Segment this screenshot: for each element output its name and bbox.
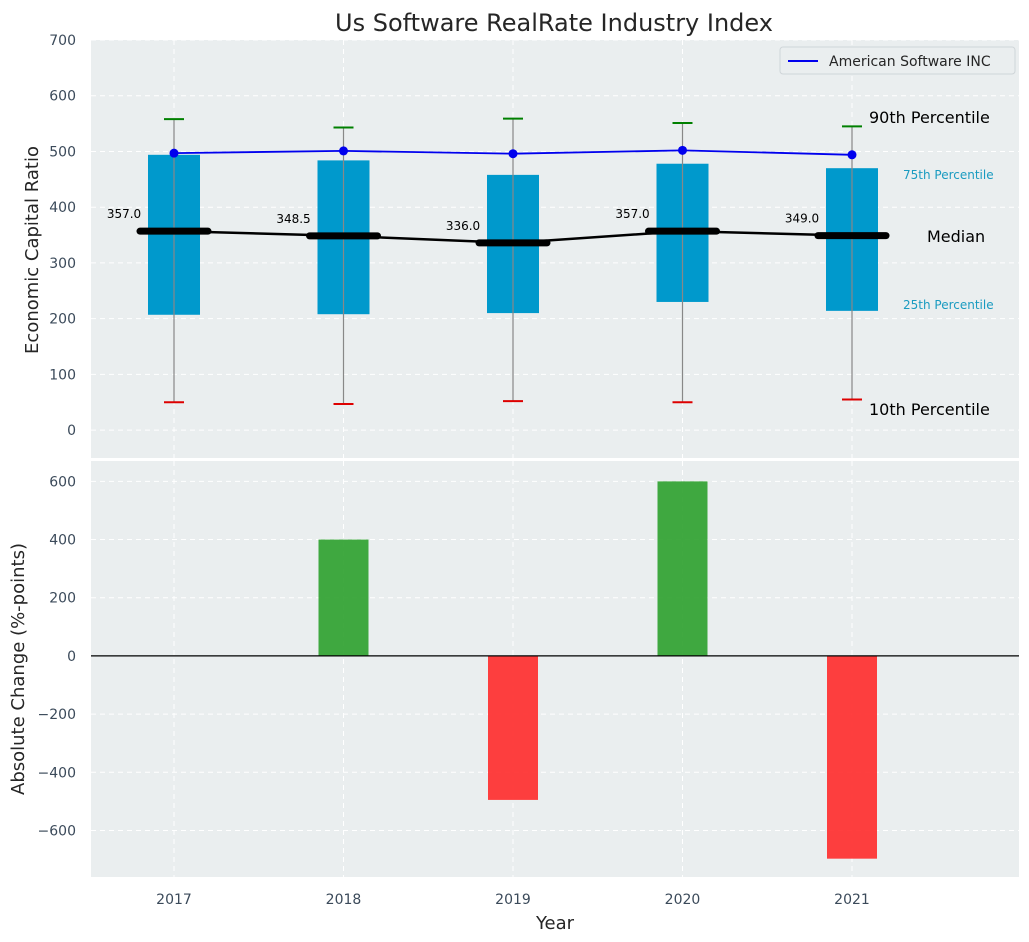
median-value-label: 349.0 xyxy=(785,212,819,226)
median-value-label: 357.0 xyxy=(107,207,141,221)
top-y-tick-label: 200 xyxy=(49,312,76,328)
annotation-25th: 25th Percentile xyxy=(903,298,994,312)
x-tick-label: 2019 xyxy=(495,892,531,908)
bottom-y-tick-label: −600 xyxy=(38,823,76,839)
legend-box xyxy=(779,46,1016,75)
company-point xyxy=(678,145,687,155)
company-point xyxy=(339,146,348,156)
bottom-y-tick-label: 200 xyxy=(49,591,76,607)
median-value-label: 336.0 xyxy=(446,219,480,233)
x-axis-label: Year xyxy=(535,913,575,934)
x-tick-label: 2020 xyxy=(665,892,701,908)
company-point xyxy=(169,148,179,158)
change-bar xyxy=(318,539,369,656)
bottom-plot-area xyxy=(91,461,1019,877)
top-y-axis-label: Economic Capital Ratio xyxy=(22,146,43,354)
company-point xyxy=(508,149,518,159)
top-y-tick-label: 700 xyxy=(49,33,76,49)
bottom-y-tick-label: −200 xyxy=(38,707,76,723)
x-tick-label: 2018 xyxy=(326,892,362,908)
annotation-10th: 10th Percentile xyxy=(869,400,990,419)
chart-title: Us Software RealRate Industry Index xyxy=(335,9,773,37)
top-y-tick-label: 500 xyxy=(49,144,76,160)
top-y-tick-label: 400 xyxy=(49,200,76,216)
top-plot-area xyxy=(91,40,1019,458)
bottom-y-tick-label: 400 xyxy=(49,533,76,549)
top-y-tick-label: 600 xyxy=(49,89,76,105)
x-tick-label: 2021 xyxy=(834,892,870,908)
legend: American Software INC xyxy=(779,46,1016,75)
median-value-label: 357.0 xyxy=(615,207,649,221)
top-y-tick-label: 100 xyxy=(49,367,76,383)
bottom-y-tick-label: 0 xyxy=(67,649,76,665)
top-y-tick-label: 300 xyxy=(49,256,76,272)
annotation-90th: 90th Percentile xyxy=(869,108,990,127)
change-bar xyxy=(657,481,708,656)
change-bar xyxy=(488,655,538,800)
bottom-y-axis-label: Absolute Change (%-points) xyxy=(8,543,29,795)
change-bar xyxy=(827,655,877,859)
median-value-label: 348.5 xyxy=(276,212,310,226)
bottom-panel: −600 −400 −200 0 200 400 600 2017 2018 2019 2020 2… xyxy=(8,461,1019,934)
top-y-tick-label: 0 xyxy=(67,423,76,439)
bottom-y-tick-label: 600 xyxy=(49,474,76,490)
annotation-75th: 75th Percentile xyxy=(903,168,994,182)
x-tick-label: 2017 xyxy=(156,892,192,908)
legend-label: American Software INC xyxy=(829,54,991,70)
annotation-median: Median xyxy=(927,227,985,246)
bottom-y-tick-label: −400 xyxy=(38,765,76,781)
top-panel: 0 100 200 300 400 500 600 700 357.0 348.5 336.0 35… xyxy=(22,33,1019,458)
company-point xyxy=(847,150,857,160)
